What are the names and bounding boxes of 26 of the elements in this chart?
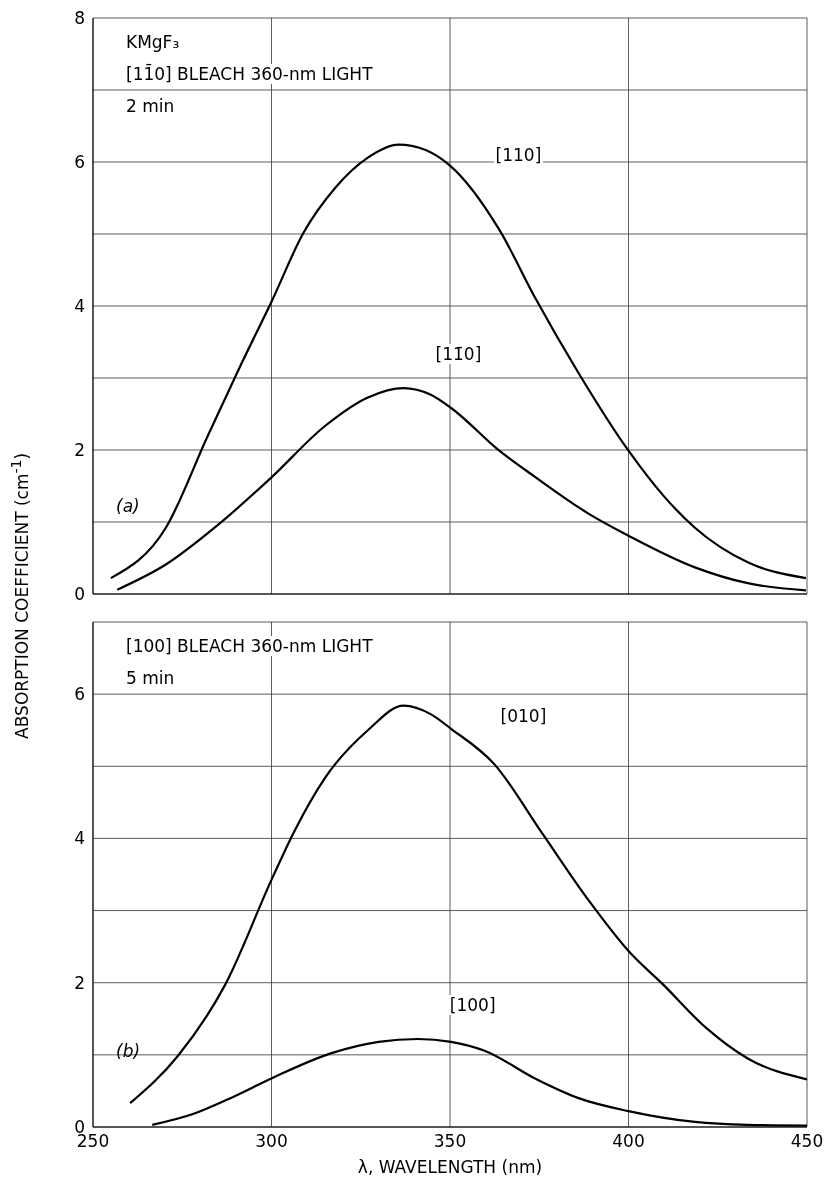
x-tick-label: 300	[255, 1131, 288, 1152]
y-tick-label: 0	[74, 584, 85, 605]
y-tick-label: 2	[74, 972, 85, 993]
annotation: (a)	[115, 496, 141, 517]
x-tick-label: 400	[612, 1131, 645, 1152]
y-tick-label: 6	[74, 152, 85, 173]
line-series	[109, 143, 807, 580]
annotation: 5 min	[123, 668, 178, 688]
x-tick-label: 450	[790, 1131, 824, 1152]
y-tick-label: 4	[74, 828, 85, 849]
annotation: (b)	[115, 1041, 142, 1062]
x-tick-label: 350	[433, 1131, 467, 1152]
series-label: [010]	[498, 705, 549, 726]
line-series	[116, 386, 807, 592]
annotation: 2 min	[123, 96, 178, 116]
series-label: [100]	[447, 994, 498, 1015]
y-tick-label: 8	[74, 8, 85, 29]
x-axis-title: λ, WAVELENGTH (nm)	[356, 1157, 544, 1177]
annotation: [11̄0] BLEACH 360-nm LIGHT	[123, 64, 376, 84]
y-tick-label: 4	[74, 296, 85, 317]
y-tick-label: 2	[74, 440, 85, 461]
series-label: [11̄0]	[433, 344, 484, 365]
y-tick-label: 6	[74, 684, 85, 705]
annotation: [100] BLEACH 360-nm LIGHT	[123, 636, 376, 656]
series-label: [110]	[493, 144, 544, 165]
annotation: KMgF₃	[123, 32, 183, 52]
